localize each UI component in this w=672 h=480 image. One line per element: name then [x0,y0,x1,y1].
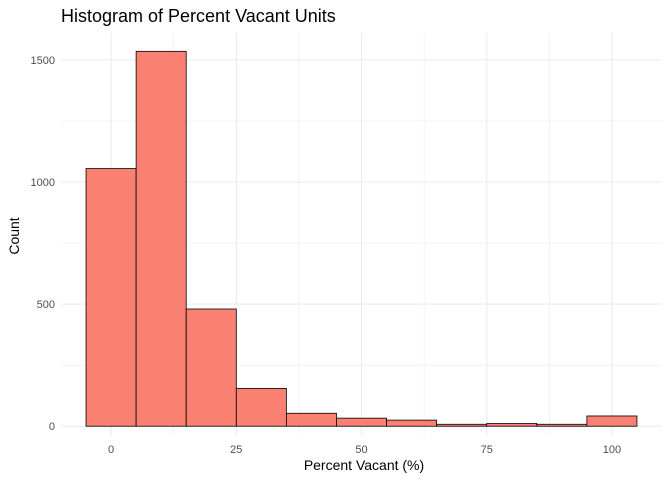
x-tick-labels: 0 25 50 75 100 [108,444,621,456]
histogram-bar [386,419,438,427]
histogram-bar [135,50,187,427]
x-tick-label: 50 [355,444,367,456]
bars [85,50,638,427]
chart-title: Histogram of Percent Vacant Units [61,6,336,26]
histogram-bar [586,415,638,427]
x-tick-label: 25 [230,444,242,456]
histogram-bar [185,308,237,427]
x-axis-title: Percent Vacant (%) [304,457,424,473]
histogram-bar [336,417,387,427]
x-tick-label: 100 [603,444,621,456]
x-tick-label: 0 [108,444,114,456]
histogram-bar [486,423,538,427]
y-tick-label: 1000 [31,177,55,189]
y-tick-label: 1500 [31,55,55,67]
y-tick-label: 0 [49,421,55,433]
histogram-bar [436,423,488,427]
y-axis-title: Count [6,217,22,254]
histogram-bar [85,168,137,427]
histogram-bar [285,412,337,427]
histogram-bar [235,387,287,427]
histogram-bar [536,423,588,427]
x-tick-label: 75 [481,444,493,456]
y-tick-label: 500 [37,299,55,311]
y-tick-labels: 0 500 1000 1500 [31,55,55,433]
